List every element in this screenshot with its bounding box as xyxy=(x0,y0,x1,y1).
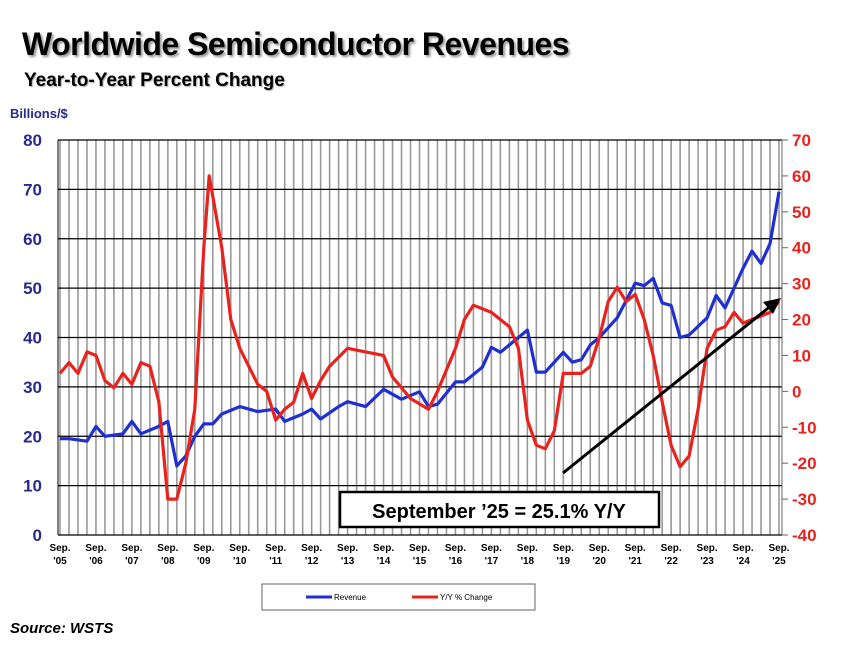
x-axis-tick-label: '13 xyxy=(341,556,355,567)
x-axis-tick-label: '08 xyxy=(161,556,175,567)
right-axis-tick-label: 70 xyxy=(792,131,811,150)
x-axis-tick-label: '07 xyxy=(125,556,139,567)
x-axis-tick-label: Sep. xyxy=(229,543,250,554)
right-axis-tick-label: -40 xyxy=(792,526,817,545)
x-axis-tick-label: Sep. xyxy=(768,543,789,554)
trend-arrow xyxy=(562,303,773,475)
legend-label-yoy: Y/Y % Change xyxy=(440,593,493,602)
x-axis-tick-label: Sep. xyxy=(49,543,70,554)
x-axis-tick-label: '12 xyxy=(305,556,319,567)
left-axis-tick-label: 60 xyxy=(23,230,42,249)
right-axis-tick-label: 20 xyxy=(792,311,811,330)
x-axis-tick-label: Sep. xyxy=(732,543,753,554)
right-axis-tick-label: 40 xyxy=(792,239,811,258)
left-axis-tick-label: 40 xyxy=(23,329,42,348)
right-axis-tick-label: 50 xyxy=(792,203,811,222)
x-axis-tick-label: '18 xyxy=(521,556,535,567)
x-axis-tick-label: Sep. xyxy=(337,543,358,554)
left-axis-tick-label: 30 xyxy=(23,378,42,397)
yoy-change-line xyxy=(58,174,781,501)
right-axis-tick-label: -30 xyxy=(792,490,817,509)
x-axis-tick-label: Sep. xyxy=(481,543,502,554)
right-axis-tick-label: 0 xyxy=(792,382,801,401)
x-axis-tick-label: '19 xyxy=(557,556,571,567)
x-axis-tick-label: Sep. xyxy=(589,543,610,554)
x-axis-tick-label: Sep. xyxy=(85,543,106,554)
x-axis-tick-label: Sep. xyxy=(553,543,574,554)
left-axis-label: Billions/$ xyxy=(10,106,69,121)
x-axis-tick-label: Sep. xyxy=(121,543,142,554)
x-axis-tick-label: Sep. xyxy=(445,543,466,554)
x-axis-tick-label: '09 xyxy=(197,556,211,567)
x-axis-tick-label: '22 xyxy=(664,556,678,567)
x-axis-tick-label: '15 xyxy=(413,556,427,567)
x-axis-tick-label: '23 xyxy=(700,556,714,567)
chart-subtitle: Year-to-Year Percent Change xyxy=(24,70,285,91)
x-axis-tick-label: '10 xyxy=(233,556,247,567)
x-axis-tick-label: Sep. xyxy=(301,543,322,554)
right-axis-tick-label: 10 xyxy=(792,346,811,365)
left-axis-tick-label: 20 xyxy=(23,427,42,446)
x-axis-tick-label: Sep. xyxy=(697,543,718,554)
x-axis-tick-label: '14 xyxy=(377,556,391,567)
x-axis-tick-label: Sep. xyxy=(625,543,646,554)
x-axis-tick-label: '11 xyxy=(269,556,282,567)
right-axis-tick-label: 60 xyxy=(792,167,811,186)
left-axis-tick-label: 80 xyxy=(23,131,42,150)
legend-box xyxy=(261,583,536,611)
source-note: Source: WSTS xyxy=(10,620,114,637)
x-axis-tick-label: '06 xyxy=(89,556,103,567)
x-axis-tick-label: Sep. xyxy=(265,543,286,554)
x-axis-tick-label: '17 xyxy=(485,556,499,567)
revenue-line xyxy=(60,191,781,468)
x-axis-tick-label: Sep. xyxy=(157,543,178,554)
x-axis-tick-label: '24 xyxy=(736,556,750,567)
left-axis-tick-label: 50 xyxy=(23,279,42,298)
x-axis-tick-label: Sep. xyxy=(661,543,682,554)
right-axis-tick-label: 30 xyxy=(792,275,811,294)
x-axis-tick-label: '20 xyxy=(592,556,606,567)
x-axis-tick-label: '25 xyxy=(772,556,786,567)
annotation-text: September ’25 = 25.1% Y/Y xyxy=(372,501,626,523)
x-axis-tick-label: Sep. xyxy=(409,543,430,554)
x-axis-tick-label: '16 xyxy=(449,556,463,567)
left-axis-tick-label: 0 xyxy=(33,526,42,545)
x-axis-tick-label: Sep. xyxy=(193,543,214,554)
x-axis-tick-label: '21 xyxy=(628,556,642,567)
annotation-box xyxy=(338,490,661,529)
left-axis-tick-label: 70 xyxy=(23,180,42,199)
right-axis-tick-label: -10 xyxy=(792,418,817,437)
x-axis-tick-label: Sep. xyxy=(517,543,538,554)
trend-arrow-head xyxy=(763,298,781,314)
x-axis-tick-label: '05 xyxy=(53,556,67,567)
chart-title: Worldwide Semiconductor Revenues xyxy=(22,26,570,62)
left-axis-tick-label: 10 xyxy=(23,477,42,496)
x-axis-tick-label: Sep. xyxy=(373,543,394,554)
legend-label-revenue: Revenue xyxy=(334,593,367,602)
right-axis-tick-label: -20 xyxy=(792,454,817,473)
